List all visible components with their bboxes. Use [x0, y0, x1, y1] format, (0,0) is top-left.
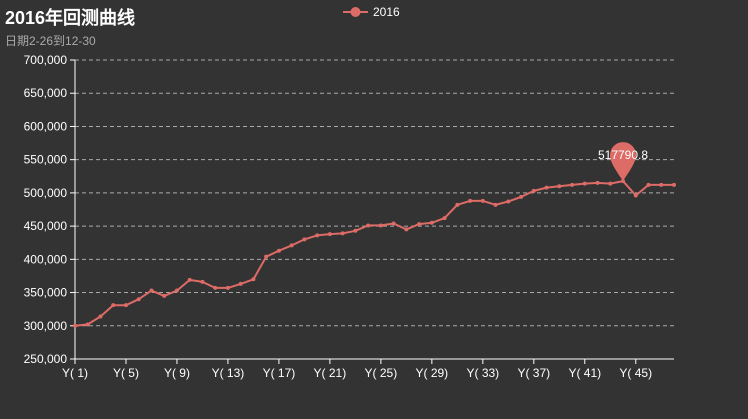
data-point	[73, 323, 77, 328]
data-point	[519, 194, 524, 199]
x-tick-label: Y( 37)	[517, 366, 550, 380]
x-tick-label: Y( 5)	[113, 366, 139, 380]
x-tick-label: Y( 33)	[466, 366, 499, 380]
max-pin-label: 517790.8	[598, 148, 648, 162]
data-point	[404, 227, 409, 232]
data-point	[276, 248, 281, 253]
data-point	[85, 322, 90, 327]
data-point	[480, 198, 485, 203]
axes: 250,000 300,000 350,000 400,000 450,000 500,0…	[24, 53, 674, 380]
data-point	[417, 222, 422, 227]
data-point	[595, 180, 600, 185]
data-point	[98, 314, 103, 319]
series-line	[74, 180, 674, 327]
x-tick-label: Y( 25)	[365, 366, 398, 380]
data-point	[111, 303, 116, 308]
x-tick-label: Y( 13)	[212, 366, 245, 380]
data-point	[582, 181, 587, 186]
data-point	[200, 279, 205, 284]
y-tick-label: 550,000	[24, 153, 68, 167]
y-tick-label: 350,000	[24, 286, 68, 300]
x-tick-label: Y( 17)	[263, 366, 296, 380]
data-point	[149, 288, 154, 293]
data-point	[289, 243, 294, 248]
x-tick-label: Y( 9)	[164, 366, 190, 380]
data-point	[315, 233, 320, 238]
x-tick-label: Y( 29)	[416, 366, 449, 380]
data-point	[506, 199, 511, 204]
data-point	[633, 193, 638, 198]
data-point	[544, 185, 549, 190]
data-point	[187, 277, 192, 282]
series-2016	[73, 179, 676, 328]
x-tick-label: Y( 21)	[314, 366, 347, 380]
data-point	[455, 202, 460, 207]
data-point	[366, 223, 371, 228]
data-point	[123, 303, 128, 308]
data-point	[213, 285, 218, 290]
data-point	[353, 228, 358, 233]
x-tick-label: Y( 45)	[619, 366, 652, 380]
data-point	[557, 184, 562, 189]
data-point	[225, 285, 230, 290]
data-point	[264, 254, 269, 259]
data-point	[302, 237, 307, 242]
y-tick-label: 700,000	[24, 53, 68, 67]
data-point	[136, 297, 141, 302]
data-point	[493, 202, 498, 207]
data-point	[174, 288, 179, 293]
x-tick-label: Y( 41)	[568, 366, 601, 380]
data-point	[251, 277, 256, 282]
data-point	[238, 281, 243, 286]
data-point	[608, 181, 613, 186]
legend-label: 2016	[373, 5, 400, 19]
y-tick-label: 250,000	[24, 352, 68, 366]
data-point	[327, 232, 332, 237]
y-tick-label: 400,000	[24, 252, 68, 266]
data-point	[340, 231, 345, 236]
y-tick-label: 650,000	[24, 86, 68, 100]
max-pin-icon	[610, 142, 637, 182]
data-point	[659, 182, 664, 187]
chart-title: 2016年回测曲线	[5, 8, 136, 28]
legend-item-2016[interactable]: 2016	[343, 4, 400, 20]
y-tick-label: 300,000	[24, 319, 68, 333]
y-tick-label: 600,000	[24, 119, 68, 133]
data-point	[646, 182, 651, 187]
data-point	[429, 220, 434, 225]
x-tick-label: Y( 1)	[62, 366, 88, 380]
data-point	[391, 221, 396, 226]
data-point	[672, 182, 676, 187]
data-point	[531, 188, 536, 193]
data-point	[442, 216, 447, 221]
chart-subtitle: 日期2-26到12-30	[5, 34, 96, 48]
grid	[75, 59, 674, 327]
data-point	[468, 198, 473, 203]
y-tick-label: 500,000	[24, 186, 68, 200]
legend-line-marker-icon	[343, 7, 368, 17]
y-tick-label: 450,000	[24, 219, 68, 233]
data-point	[162, 293, 167, 298]
data-point	[378, 223, 383, 228]
data-point	[570, 182, 575, 187]
mark-point: 517790.8	[598, 142, 648, 182]
